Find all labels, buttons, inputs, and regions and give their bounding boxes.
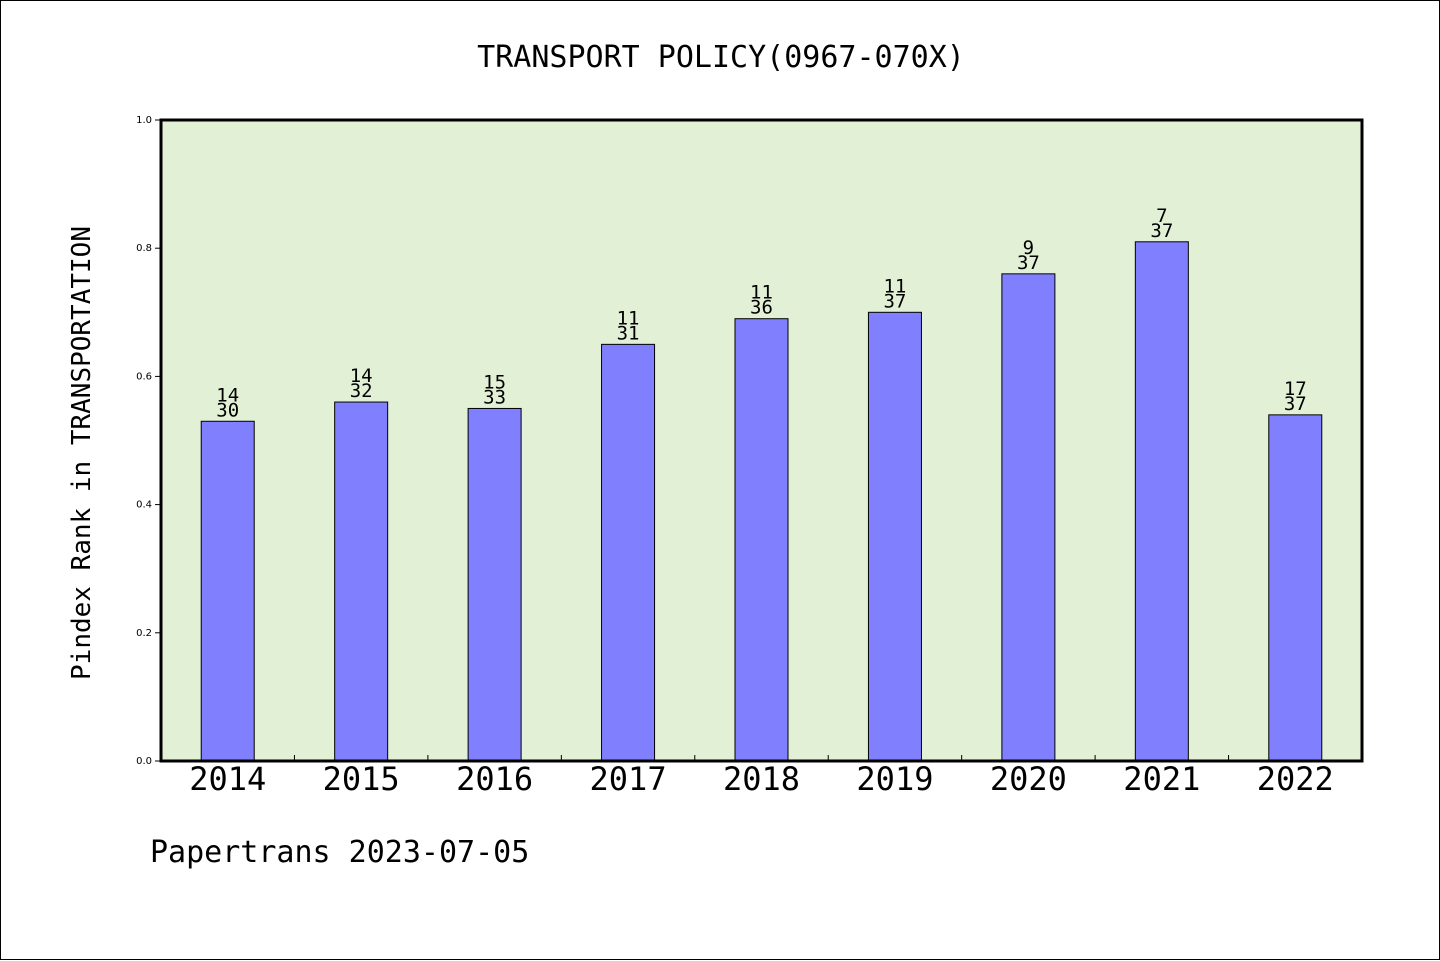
x-tick-label: 2022 xyxy=(1257,760,1334,798)
bar xyxy=(1134,241,1189,762)
bar-total-label: 30 xyxy=(216,399,239,421)
bar-rank-label: 7 xyxy=(1156,205,1167,227)
bar xyxy=(467,407,522,762)
y-tick-label: 0.0 xyxy=(136,756,152,767)
x-tick-label: 2017 xyxy=(590,760,667,798)
bar-total-label: 37 xyxy=(1017,252,1040,274)
bar xyxy=(867,311,922,762)
y-tick-label: 0.6 xyxy=(136,371,152,382)
bar-total-label: 37 xyxy=(883,290,906,312)
bar-total-label: 32 xyxy=(350,380,373,402)
bar-rank-label: 15 xyxy=(483,371,506,393)
bar xyxy=(200,420,255,762)
bar-rank-label: 14 xyxy=(350,365,373,387)
bar xyxy=(1001,273,1056,762)
bar-rank-label: 11 xyxy=(750,282,773,304)
x-tick-label: 2021 xyxy=(1123,760,1200,798)
bar xyxy=(734,318,789,762)
footer-source-date: Papertrans 2023-07-05 xyxy=(150,835,530,870)
bar-total-label: 37 xyxy=(1284,393,1307,415)
chart-title: TRANSPORT POLICY(0967-070X) xyxy=(477,40,965,75)
y-tick-label: 0.4 xyxy=(136,500,152,511)
axes-layer: 2014 2015 2016 2017 2018 2019 2020 2021 2022 0.0 0… xyxy=(136,115,1334,798)
bar xyxy=(601,343,656,762)
plot-border xyxy=(159,118,1364,763)
bar-rank-label: 17 xyxy=(1284,378,1307,400)
bar-total-label: 37 xyxy=(1150,220,1173,242)
bar-rank-label: 14 xyxy=(216,384,239,406)
x-tick-label: 2015 xyxy=(323,760,400,798)
bar-total-label: 33 xyxy=(483,386,506,408)
x-tick-label: 2014 xyxy=(189,760,266,798)
y-tick-label: 1.0 xyxy=(136,115,152,126)
x-tick-label: 2020 xyxy=(990,760,1067,798)
x-tick-label: 2019 xyxy=(856,760,933,798)
x-tick-label: 2018 xyxy=(723,760,800,798)
bar xyxy=(334,401,389,762)
bar-rank-label: 11 xyxy=(617,307,640,329)
bar xyxy=(1268,414,1323,762)
bar-total-label: 36 xyxy=(750,297,773,319)
y-tick-label: 0.8 xyxy=(136,243,152,254)
y-axis-label: Pindex Rank in TRANSPORTATION xyxy=(67,226,97,680)
bar-total-label: 31 xyxy=(617,322,640,344)
y-tick-label: 0.2 xyxy=(136,628,152,639)
bar-rank-label: 11 xyxy=(883,275,906,297)
bar-rank-label: 9 xyxy=(1023,237,1034,259)
x-tick-label: 2016 xyxy=(456,760,533,798)
